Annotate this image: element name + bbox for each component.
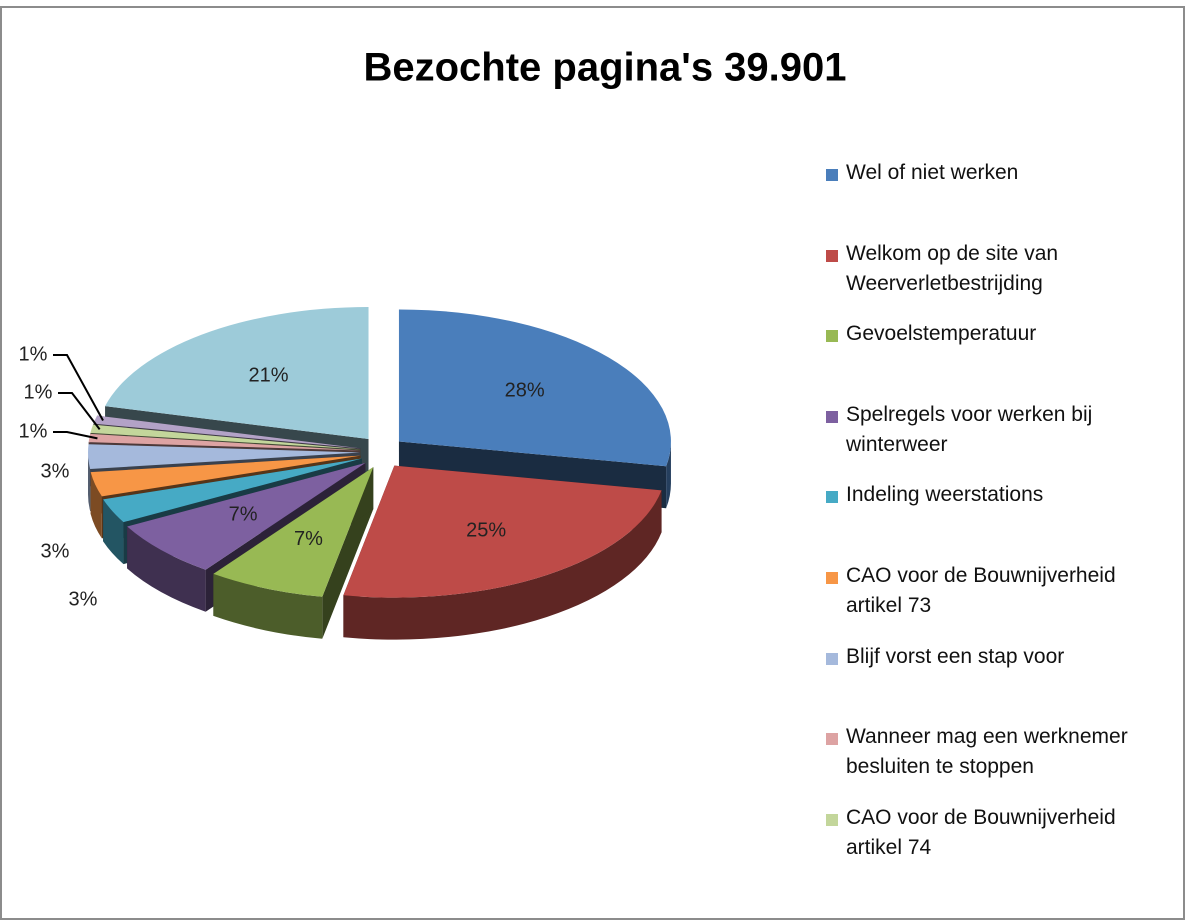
data-label: 1% <box>19 343 48 365</box>
legend-label: Welkom op de site van Weerverletbestrijd… <box>846 241 1059 295</box>
legend-label: Gevoelstemperatuur <box>846 322 1037 346</box>
legend-entry: CAO voor de Bouwnijverheid artikel 74 <box>822 803 1162 863</box>
legend-entry: CAO voor de Bouwnijverheid artikel 73 <box>822 561 1162 621</box>
legend-label: Spelregels voor werken bij winterweer <box>846 402 1093 456</box>
data-label: 1% <box>19 420 48 442</box>
legend-entry: Blijf vorst een stap voor <box>822 642 1162 672</box>
legend-swatch <box>826 813 838 826</box>
data-label: 21% <box>248 365 288 387</box>
pie-slice <box>93 415 361 449</box>
slice-side <box>343 490 662 640</box>
slice-side <box>127 526 206 612</box>
slice-side <box>90 472 102 539</box>
pie-slice <box>213 467 374 597</box>
slice-side <box>88 452 91 512</box>
pie-slice <box>88 433 361 451</box>
leader-line <box>58 392 101 430</box>
legend-swatch <box>826 169 838 181</box>
data-label: 28% <box>505 379 545 401</box>
slice-side <box>666 441 671 509</box>
pie-slice <box>105 306 369 439</box>
legend-swatch <box>826 249 838 262</box>
legend-entry: Spelregels voor werken bij winterweer <box>822 400 1162 460</box>
leader-line <box>53 354 104 421</box>
chart-title: Bezochte pagina's 39.901 <box>363 46 846 90</box>
pie-slice <box>90 455 361 497</box>
data-label: 7% <box>229 504 258 526</box>
data-label: 1% <box>24 381 53 403</box>
slice-side <box>103 499 124 565</box>
slice-side <box>213 573 323 639</box>
legend-label: Blijf vorst een stap voor <box>846 644 1065 668</box>
legend-label: Indeling weerstations <box>846 483 1044 507</box>
legend-entry: Wanneer mag een werknemer besluiten te s… <box>822 722 1162 782</box>
pie-slice <box>88 444 361 470</box>
legend-swatch <box>826 733 838 746</box>
pie-slice <box>90 424 361 450</box>
legend-entry: Gevoelstemperatuur <box>822 319 1162 349</box>
legend-entry: Welkom op de site van Weerverletbestrijd… <box>822 239 1162 299</box>
slice-tops <box>88 306 671 598</box>
legend-label: Wanneer mag een werknemer besluiten te s… <box>846 725 1128 779</box>
legend-swatch <box>826 491 838 504</box>
pie-slice <box>127 462 366 570</box>
leader-line <box>53 431 98 440</box>
legend-label: CAO voor de Bouwnijverheid artikel 73 <box>846 564 1116 617</box>
data-label: 3% <box>41 460 70 482</box>
data-label: 3% <box>69 588 98 610</box>
pie-slice <box>398 309 671 467</box>
legend-entry: Indeling weerstations <box>822 480 1162 510</box>
pie-slice <box>103 458 362 523</box>
legend-swatch <box>826 572 838 584</box>
legend-swatch <box>826 410 838 423</box>
legend-swatch <box>826 652 838 665</box>
legend-entry: Wel of niet werken <box>822 158 1162 188</box>
data-label: 7% <box>294 528 323 550</box>
pie-slice <box>343 465 662 598</box>
data-label: 3% <box>41 540 70 562</box>
legend-label: CAO voor de Bouwnijverheid artikel 74 <box>846 805 1116 859</box>
legend-swatch <box>826 330 838 343</box>
legend-label: Wel of niet werken <box>846 161 1019 184</box>
data-label: 25% <box>466 519 506 541</box>
